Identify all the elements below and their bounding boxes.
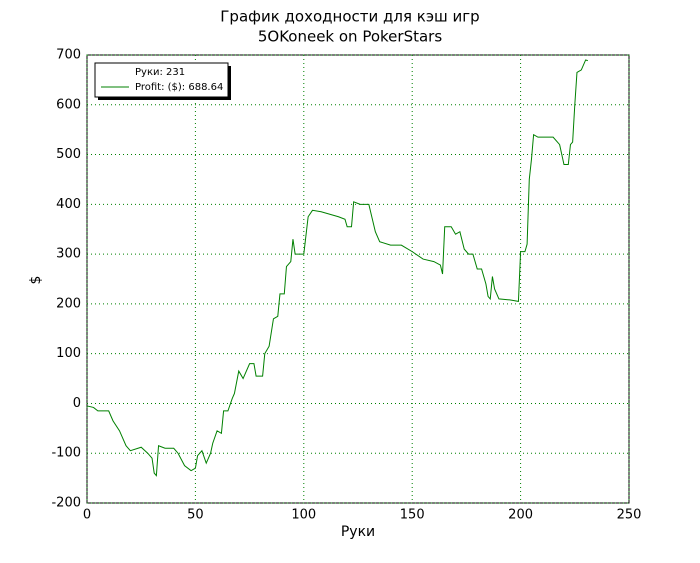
x-tick-label: 100	[291, 508, 316, 523]
y-tick-label: 0	[73, 396, 81, 411]
x-tick-label: 150	[400, 508, 425, 523]
legend-box	[94, 62, 229, 98]
plot-frame	[86, 54, 630, 504]
x-axis-label: Руки	[341, 524, 375, 540]
y-tick-label: -200	[51, 496, 81, 511]
y-tick-label: 400	[56, 197, 81, 212]
y-tick-label: 100	[56, 346, 81, 361]
y-tick-label: 300	[56, 247, 81, 262]
y-tick-label: 500	[56, 147, 81, 162]
y-tick-label: 600	[56, 97, 81, 112]
y-axis-label: $	[28, 276, 44, 285]
chart-title: График доходности для кэш игр	[220, 8, 479, 26]
x-tick-label: 0	[83, 508, 91, 523]
x-tick-label: 200	[508, 508, 533, 523]
legend-label: Profit: ($): 688.64	[135, 82, 223, 93]
legend-header: Руки: 231	[135, 67, 185, 78]
y-tick-label: -100	[51, 446, 81, 461]
y-tick-label: 700	[56, 48, 81, 63]
line-series	[86, 59, 588, 477]
x-tick-label: 250	[617, 508, 642, 523]
chart-subtitle: 5OKoneek on PokerStars	[258, 28, 442, 46]
y-tick-label: 200	[56, 296, 81, 311]
x-tick-label: 50	[187, 508, 204, 523]
